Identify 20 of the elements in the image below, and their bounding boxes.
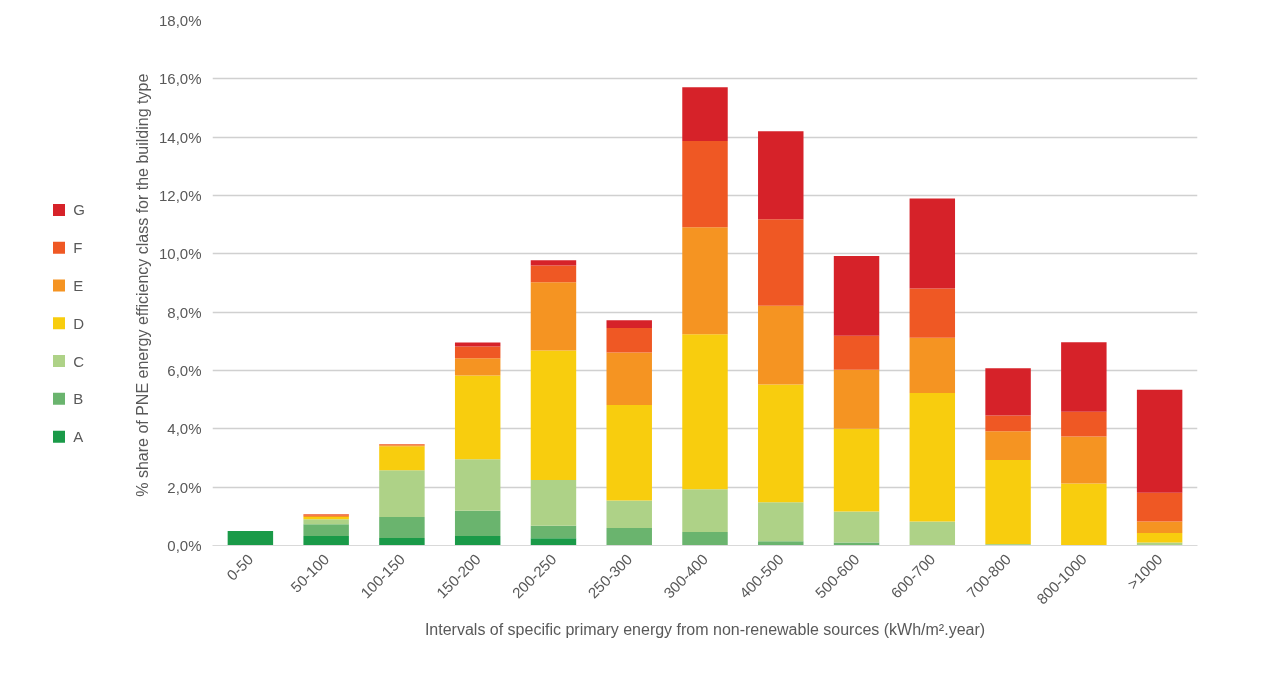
y-tick-label: 18,0%	[158, 12, 202, 29]
y-axis-title: % share of PNE energy efficiency class for the building type	[133, 73, 151, 497]
legend-label: G	[73, 201, 85, 219]
legend-label: F	[73, 239, 83, 257]
legend-label: E	[73, 277, 84, 294]
y-tick-label: 8,0%	[167, 303, 202, 321]
y-tick-label: 4,0%	[167, 420, 202, 438]
y-tick-label: 10,0%	[158, 245, 202, 263]
legend-label: C	[73, 352, 85, 370]
y-tick-label: 2,0%	[167, 478, 202, 496]
y-tick-label: 16,0%	[158, 70, 202, 88]
legend-label: A	[73, 428, 84, 446]
legend-label: D	[73, 314, 85, 332]
x-axis-title: Intervals of specific primary energy from non-renewable sources (kWh/m².year)	[424, 621, 986, 639]
y-tick-label: 14,0%	[158, 128, 202, 146]
x-tick-label: 0-50	[223, 550, 257, 584]
y-tick-label: 6,0%	[167, 362, 202, 379]
y-tick-label: 12,0%	[158, 187, 202, 204]
legend-label: B	[73, 390, 84, 408]
y-tick-label: 0,0%	[167, 537, 202, 554]
